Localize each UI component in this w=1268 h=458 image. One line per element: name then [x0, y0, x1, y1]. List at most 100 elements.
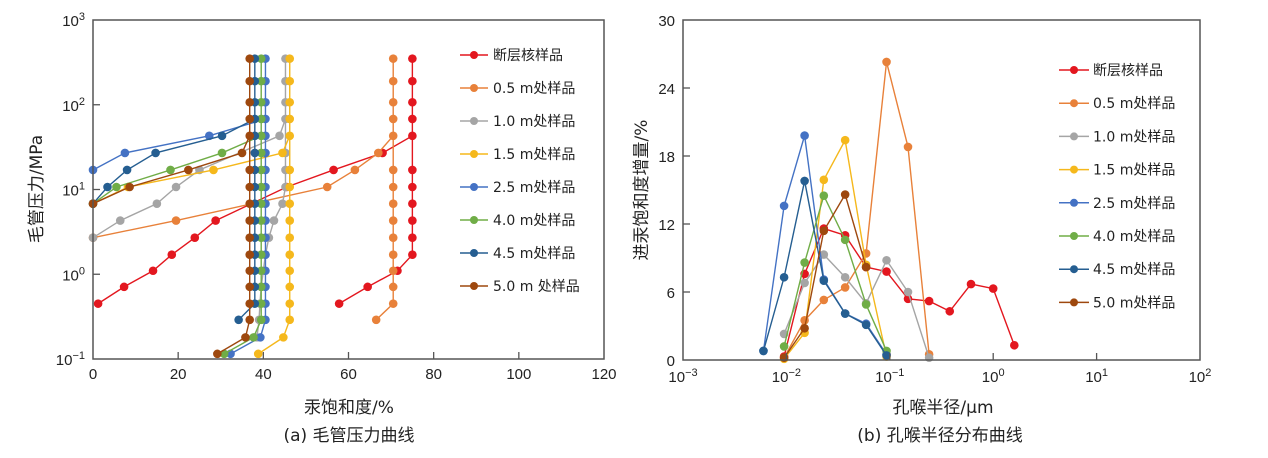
chart-b-series-layer [759, 57, 1019, 364]
chart-b-data-point [924, 296, 934, 306]
chart-a-data-point [388, 54, 398, 63]
chart-a-series-7 [88, 54, 255, 359]
chart-a-data-point [388, 216, 398, 225]
chart-a-legend-item: 断层核样品 [460, 48, 563, 64]
chart-b-legend-item: 1.5 m处样品 [1059, 163, 1175, 179]
chart-b-legend-item: 断层核样品 [1059, 63, 1163, 79]
chart-b-legend-label: 1.0 m处样品 [1093, 129, 1175, 145]
chart-b-data-point [800, 131, 809, 140]
chart-b-caption: (b) 孔喉半径分布曲线 [857, 426, 1022, 446]
chart-b-series-line [783, 193, 888, 352]
chart-a-y-tick-label-exponent: 0 [79, 265, 85, 277]
chart-a-y-tick-label: 102 [62, 96, 85, 115]
chart-b-legend-marker [1070, 66, 1078, 74]
chart-a-data-point [122, 165, 132, 175]
chart-a-data-point [256, 199, 266, 208]
chart-a-data-point [184, 165, 193, 175]
chart-b-legend-marker [1070, 232, 1078, 240]
chart-a-data-point [285, 114, 295, 124]
chart-b-data-point [779, 272, 789, 282]
chart-b-legend-label: 断层核样品 [1093, 63, 1163, 79]
chart-a-data-point [408, 97, 417, 107]
chart-a-data-point [256, 250, 266, 260]
chart-a-x-tick-label: 20 [170, 366, 187, 383]
chart-a-data-point [408, 182, 417, 192]
chart-a-data-point [256, 299, 266, 308]
chart-b-legend-marker [1070, 265, 1078, 274]
chart-b-data-point [779, 342, 789, 351]
chart-a-legend-item: 4.5 m处样品 [460, 246, 575, 262]
chart-b-legend-marker [1070, 165, 1078, 174]
chart-a-data-point [285, 165, 295, 175]
chart-a-legend-label: 4.0 m处样品 [493, 213, 575, 229]
chart-b-data-point [779, 201, 789, 211]
chart-a-data-point [285, 131, 295, 141]
chart-b-data-point [988, 284, 998, 293]
chart-b-series-line [783, 138, 888, 360]
chart-a-data-point [269, 216, 279, 225]
chart-a-x-tick-label: 0 [89, 366, 97, 383]
chart-b-legend-label: 2.5 m处样品 [1093, 196, 1175, 212]
chart-b-y-axis-title: 进汞饱和度增量/% [632, 120, 652, 261]
chart-a-data-point [408, 114, 417, 124]
chart-a-data-point [256, 233, 266, 242]
chart-a-data-point [278, 199, 287, 208]
chart-b-x-tick-label-base: 10 [1085, 369, 1102, 386]
chart-b-legend-marker [1070, 298, 1078, 307]
chart-a-data-point [256, 165, 266, 175]
chart-a-legend-label: 1.5 m处样品 [493, 147, 575, 163]
chart-a-x-tick-label: 100 [506, 366, 531, 383]
chart-a-data-point [120, 148, 130, 158]
chart-a-data-point [256, 282, 266, 292]
chart-a-data-point [249, 333, 258, 342]
chart-a-data-point [245, 250, 255, 260]
chart-b-data-point [819, 276, 829, 285]
chart-a-data-point [388, 250, 398, 260]
chart-b-data-point [840, 272, 850, 282]
chart-a-caption: (a) 毛管压力曲线 [283, 426, 414, 446]
chart-a-x-tick-label: 120 [591, 366, 616, 383]
chart-b-y-tick-label: 24 [658, 81, 675, 98]
chart-a-data-point [279, 333, 288, 342]
chart-a-data-point [237, 148, 247, 158]
chart-b-legend-label: 5.0 m处样品 [1093, 295, 1175, 311]
chart-a-data-point [190, 233, 200, 242]
chart-a-data-point [213, 349, 222, 359]
chart-a-data-point [256, 266, 266, 276]
chart-b-series-4 [759, 131, 891, 359]
chart-b-data-point [800, 323, 809, 333]
chart-a-data-point [285, 97, 295, 107]
chart-a-data-point [245, 76, 255, 86]
chart-a-data-point [285, 250, 295, 260]
chart-a-legend-marker [470, 282, 478, 290]
chart-a-legend-item: 1.5 m处样品 [460, 147, 575, 163]
chart-a-data-point [241, 333, 250, 342]
chart-a-series-line [92, 58, 251, 355]
chart-a-data-point [245, 266, 255, 276]
chart-a-data-point [256, 76, 266, 86]
chart-a-data-point [103, 182, 112, 192]
chart-a-legend-item: 0.5 m处样品 [460, 81, 575, 97]
chart-b-legend-item: 5.0 m处样品 [1059, 295, 1175, 311]
chart-b-data-point [966, 279, 976, 289]
chart-b-legend-item: 0.5 m处样品 [1059, 96, 1175, 112]
chart-a-legend-item: 5.0 m 处样品 [460, 279, 580, 295]
chart-a-data-point [408, 165, 417, 175]
chart-a-data-point [151, 148, 160, 158]
chart-b-legend-label: 4.0 m处样品 [1093, 229, 1175, 245]
chart-b-data-point [882, 267, 891, 276]
chart-b-legend-label: 4.5 m处样品 [1093, 262, 1175, 278]
chart-b-x-tick-label-exponent: 2 [1205, 367, 1211, 379]
chart-a-y-tick-label: 100 [62, 265, 85, 284]
chart-a-data-point [152, 199, 162, 208]
chart-a-data-point [350, 165, 360, 175]
chart-b-data-point [800, 258, 809, 267]
chart-a-y-axis-title: 毛管压力/MPa [27, 135, 47, 243]
chart-a-legend-marker [470, 51, 478, 59]
chart-b-x-tick-label: 10−3 [668, 367, 697, 386]
chart-a-data-point [334, 299, 344, 308]
chart-a-data-point [329, 165, 338, 175]
